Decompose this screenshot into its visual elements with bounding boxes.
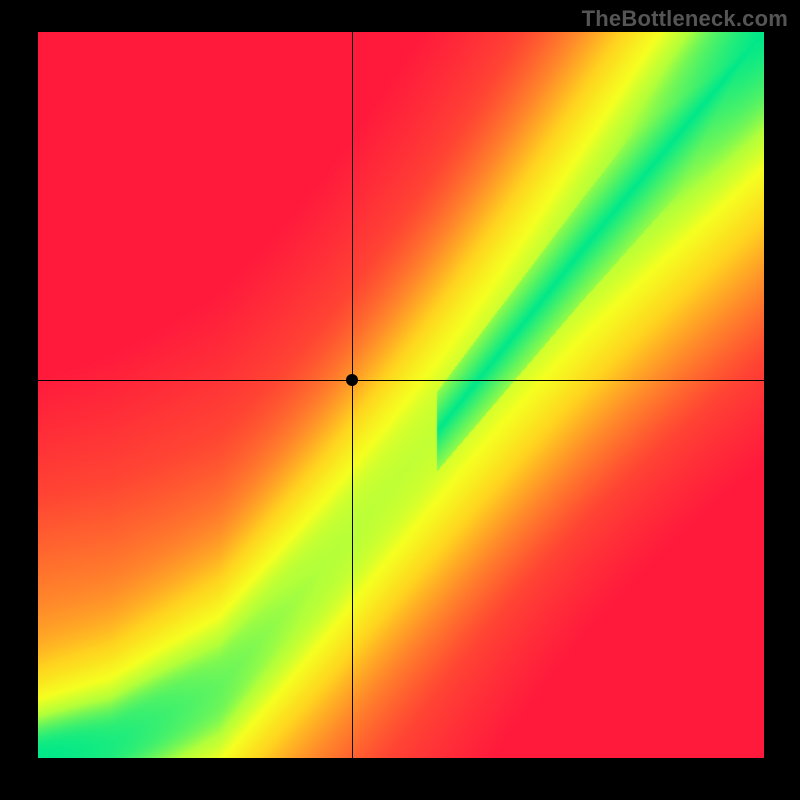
crosshair-vertical — [352, 32, 353, 758]
data-point-marker — [346, 374, 358, 386]
chart-container: TheBottleneck.com — [0, 0, 800, 800]
watermark-text: TheBottleneck.com — [582, 6, 788, 32]
plot-area — [38, 32, 764, 758]
heatmap-canvas — [38, 32, 764, 758]
crosshair-horizontal — [38, 380, 764, 381]
